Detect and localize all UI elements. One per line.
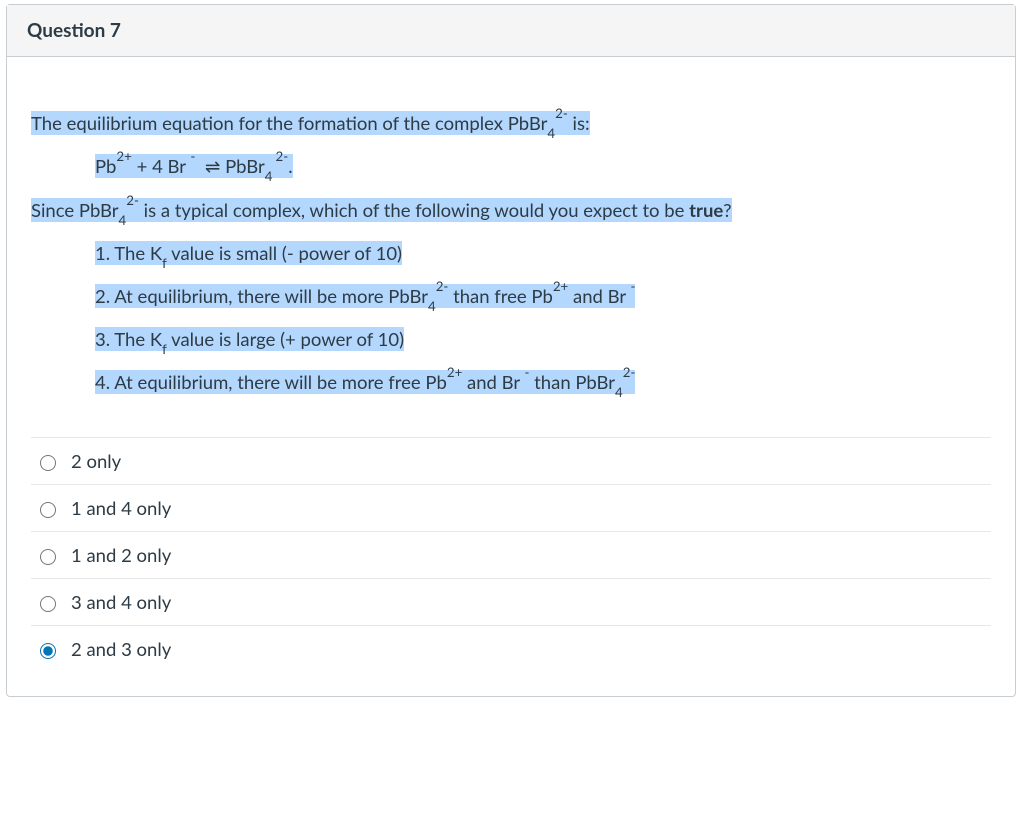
- statement-1-text: 1. The Kf value is small (- power of 10): [95, 241, 402, 265]
- stem-intro-text: The equilibrium equation for the formati…: [31, 111, 590, 135]
- stem-statement-3: 3. The Kf value is large (+ power of 10): [31, 321, 991, 358]
- question-stem: The equilibrium equation for the formati…: [31, 105, 991, 401]
- statement-4-text: 4. At equilibrium, there will be more fr…: [95, 370, 635, 394]
- question-header: Question 7: [7, 5, 1015, 57]
- stem-statement-2: 2. At equilibrium, there will be more Pb…: [31, 278, 991, 315]
- answer-radio-1[interactable]: [40, 455, 56, 471]
- statement-3-text: 3. The Kf value is large (+ power of 10): [95, 327, 404, 351]
- since-text: Since PbBr42- is a typical complex, whic…: [31, 198, 732, 222]
- answer-option-3[interactable]: 1 and 2 only: [31, 532, 991, 579]
- question-body: The equilibrium equation for the formati…: [7, 57, 1015, 696]
- stem-statement-1: 1. The Kf value is small (- power of 10): [31, 235, 991, 272]
- answer-option-2[interactable]: 1 and 4 only: [31, 485, 991, 532]
- answer-label-2: 1 and 4 only: [71, 497, 171, 519]
- answer-radio-5[interactable]: [40, 643, 56, 659]
- answer-label-5: 2 and 3 only: [71, 638, 171, 660]
- answer-option-1[interactable]: 2 only: [31, 438, 991, 485]
- answer-radio-3[interactable]: [40, 549, 56, 565]
- answer-option-5[interactable]: 2 and 3 only: [31, 626, 991, 672]
- equation-text: Pb2+ + 4 Br - ⇌ PbBr4 2-.: [95, 154, 293, 178]
- answer-label-3: 1 and 2 only: [71, 544, 171, 566]
- answer-radio-2[interactable]: [40, 502, 56, 518]
- stem-since: Since PbBr42- is a typical complex, whic…: [31, 192, 991, 229]
- answer-label-4: 3 and 4 only: [71, 591, 171, 613]
- stem-statement-4: 4. At equilibrium, there will be more fr…: [31, 364, 991, 401]
- statement-2-text: 2. At equilibrium, there will be more Pb…: [95, 284, 635, 308]
- answer-option-4[interactable]: 3 and 4 only: [31, 579, 991, 626]
- stem-intro: The equilibrium equation for the formati…: [31, 105, 991, 142]
- answer-list: 2 only 1 and 4 only 1 and 2 only 3 and 4…: [31, 437, 991, 672]
- answer-radio-4[interactable]: [40, 596, 56, 612]
- answer-label-1: 2 only: [71, 450, 121, 472]
- question-card: Question 7 The equilibrium equation for …: [6, 4, 1016, 697]
- question-title: Question 7: [27, 19, 121, 42]
- stem-equation: Pb2+ + 4 Br - ⇌ PbBr4 2-.: [31, 148, 991, 186]
